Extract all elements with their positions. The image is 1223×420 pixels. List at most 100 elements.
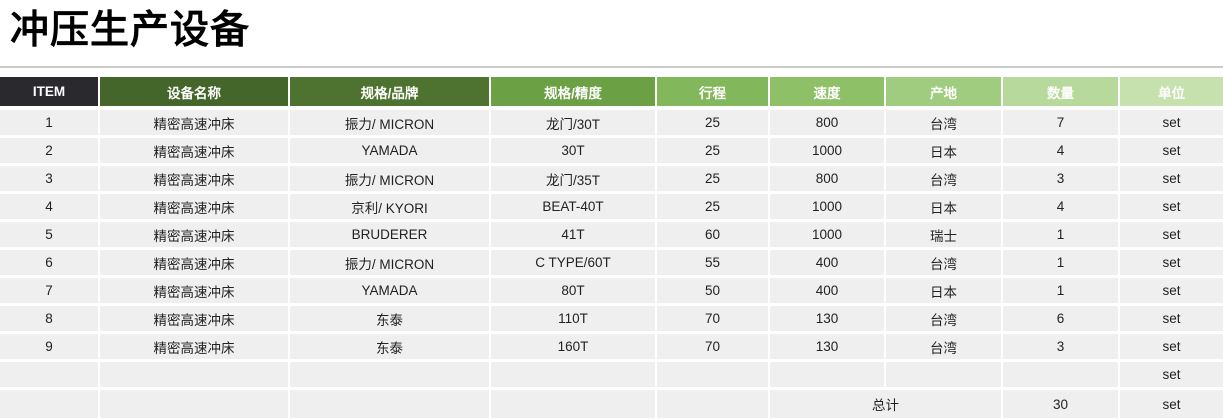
cell-stroke: 70 xyxy=(657,334,770,362)
cell-speed: 1000 xyxy=(770,194,886,222)
cell-unit: set xyxy=(1120,194,1223,222)
cell-item: 7 xyxy=(0,278,100,306)
cell-brand: 东泰 xyxy=(290,306,491,334)
table-row: 8 精密高速冲床 东泰 110T 70 130 台湾 6 set xyxy=(0,306,1223,334)
cell-origin: 日本 xyxy=(886,278,1003,306)
cell-brand: 振力/ MICRON xyxy=(290,110,491,138)
column-header-brand: 规格/品牌 xyxy=(290,77,491,110)
cell-speed: 130 xyxy=(770,334,886,362)
cell-spec xyxy=(491,390,657,418)
cell-item: 9 xyxy=(0,334,100,362)
cell-speed xyxy=(770,362,886,390)
cell-stroke: 25 xyxy=(657,166,770,194)
table-row: 3 精密高速冲床 振力/ MICRON 龙门/35T 25 800 台湾 3 set xyxy=(0,166,1223,194)
cell-name xyxy=(100,390,290,418)
cell-speed: 800 xyxy=(770,110,886,138)
table-row: 9 精密高速冲床 东泰 160T 70 130 台湾 3 set xyxy=(0,334,1223,362)
total-label: 总计 xyxy=(770,390,1003,418)
cell-name: 精密高速冲床 xyxy=(100,166,290,194)
cell-brand xyxy=(290,362,491,390)
cell-origin: 台湾 xyxy=(886,110,1003,138)
cell-qty: 3 xyxy=(1003,334,1120,362)
cell-brand: YAMADA xyxy=(290,278,491,306)
cell-spec: 龙门/30T xyxy=(491,110,657,138)
cell-item: 8 xyxy=(0,306,100,334)
cell-item: 6 xyxy=(0,250,100,278)
cell-qty: 4 xyxy=(1003,138,1120,166)
cell-origin: 台湾 xyxy=(886,334,1003,362)
cell-brand: BRUDERER xyxy=(290,222,491,250)
table-row: 6 精密高速冲床 振力/ MICRON C TYPE/60T 55 400 台湾 1 set xyxy=(0,250,1223,278)
table-body: 1 精密高速冲床 振力/ MICRON 龙门/30T 25 800 台湾 7 set 2 精密高速冲… xyxy=(0,110,1223,418)
cell-brand: 振力/ MICRON xyxy=(290,166,491,194)
column-header-unit: 单位 xyxy=(1120,77,1223,110)
cell-spec: C TYPE/60T xyxy=(491,250,657,278)
table-row: 2 精密高速冲床 YAMADA 30T 25 1000 日本 4 set xyxy=(0,138,1223,166)
column-header-spec: 规格/精度 xyxy=(491,77,657,110)
cell-qty: 1 xyxy=(1003,278,1120,306)
cell-unit: set xyxy=(1120,110,1223,138)
cell-stroke xyxy=(657,390,770,418)
cell-origin: 日本 xyxy=(886,194,1003,222)
cell-qty: 7 xyxy=(1003,110,1120,138)
cell-name: 精密高速冲床 xyxy=(100,110,290,138)
cell-speed: 800 xyxy=(770,166,886,194)
cell-spec xyxy=(491,362,657,390)
cell-origin: 瑞士 xyxy=(886,222,1003,250)
cell-item: 4 xyxy=(0,194,100,222)
table-row: 7 精密高速冲床 YAMADA 80T 50 400 日本 1 set xyxy=(0,278,1223,306)
table-row: set xyxy=(0,362,1223,390)
column-header-speed: 速度 xyxy=(770,77,886,110)
cell-unit: set xyxy=(1120,278,1223,306)
cell-qty: 6 xyxy=(1003,306,1120,334)
cell-origin xyxy=(886,362,1003,390)
cell-unit: set xyxy=(1120,250,1223,278)
cell-name xyxy=(100,362,290,390)
cell-unit: set xyxy=(1120,390,1223,418)
cell-stroke: 55 xyxy=(657,250,770,278)
cell-spec: 龙门/35T xyxy=(491,166,657,194)
cell-qty xyxy=(1003,362,1120,390)
cell-item: 2 xyxy=(0,138,100,166)
cell-qty: 1 xyxy=(1003,250,1120,278)
cell-brand xyxy=(290,390,491,418)
cell-name: 精密高速冲床 xyxy=(100,278,290,306)
table-row: 4 精密高速冲床 京利/ KYORI BEAT-40T 25 1000 日本 4 set xyxy=(0,194,1223,222)
column-header-origin: 产地 xyxy=(886,77,1003,110)
table-row: 1 精密高速冲床 振力/ MICRON 龙门/30T 25 800 台湾 7 set xyxy=(0,110,1223,138)
cell-spec: 80T xyxy=(491,278,657,306)
cell-speed: 400 xyxy=(770,278,886,306)
column-header-qty: 数量 xyxy=(1003,77,1120,110)
cell-name: 精密高速冲床 xyxy=(100,194,290,222)
cell-qty: 3 xyxy=(1003,166,1120,194)
cell-speed: 400 xyxy=(770,250,886,278)
cell-brand: 京利/ KYORI xyxy=(290,194,491,222)
cell-spec: 30T xyxy=(491,138,657,166)
cell-spec: 110T xyxy=(491,306,657,334)
cell-name: 精密高速冲床 xyxy=(100,306,290,334)
total-row: 总计 30 set xyxy=(0,390,1223,418)
cell-name: 精密高速冲床 xyxy=(100,138,290,166)
cell-unit: set xyxy=(1120,166,1223,194)
cell-name: 精密高速冲床 xyxy=(100,334,290,362)
cell-qty: 4 xyxy=(1003,194,1120,222)
title-divider xyxy=(0,66,1223,68)
cell-speed: 1000 xyxy=(770,138,886,166)
cell-item: 3 xyxy=(0,166,100,194)
cell-origin: 日本 xyxy=(886,138,1003,166)
cell-origin: 台湾 xyxy=(886,250,1003,278)
cell-stroke: 25 xyxy=(657,194,770,222)
cell-unit: set xyxy=(1120,138,1223,166)
cell-stroke: 25 xyxy=(657,138,770,166)
total-quantity: 30 xyxy=(1003,390,1120,418)
column-header-stroke: 行程 xyxy=(657,77,770,110)
cell-qty: 1 xyxy=(1003,222,1120,250)
cell-stroke: 50 xyxy=(657,278,770,306)
cell-stroke: 70 xyxy=(657,306,770,334)
cell-brand: 东泰 xyxy=(290,334,491,362)
cell-stroke xyxy=(657,362,770,390)
cell-unit: set xyxy=(1120,306,1223,334)
cell-name: 精密高速冲床 xyxy=(100,250,290,278)
cell-speed: 1000 xyxy=(770,222,886,250)
column-header-name: 设备名称 xyxy=(100,77,290,110)
